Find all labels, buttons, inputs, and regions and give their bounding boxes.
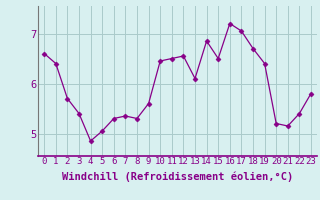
X-axis label: Windchill (Refroidissement éolien,°C): Windchill (Refroidissement éolien,°C) <box>62 172 293 182</box>
